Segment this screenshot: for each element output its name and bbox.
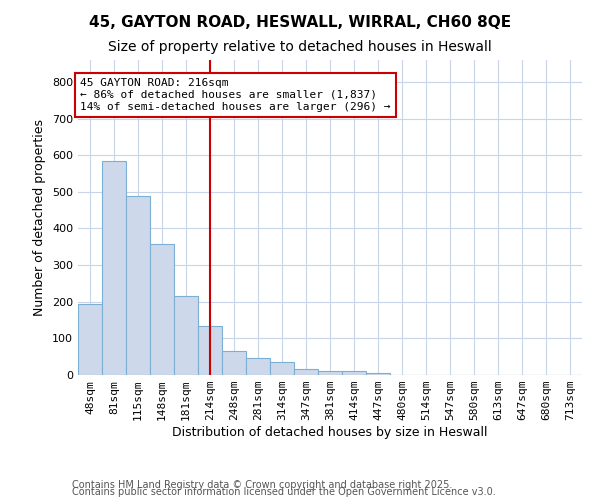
Bar — [174, 296, 198, 375]
Bar — [102, 160, 126, 375]
Bar — [366, 373, 390, 375]
Bar — [78, 304, 102, 375]
Y-axis label: Number of detached properties: Number of detached properties — [34, 119, 46, 316]
X-axis label: Distribution of detached houses by size in Heswall: Distribution of detached houses by size … — [172, 426, 488, 439]
Text: 45, GAYTON ROAD, HESWALL, WIRRAL, CH60 8QE: 45, GAYTON ROAD, HESWALL, WIRRAL, CH60 8… — [89, 15, 511, 30]
Bar — [318, 371, 342, 375]
Bar — [294, 369, 318, 375]
Bar — [246, 358, 270, 375]
Bar — [150, 244, 174, 375]
Text: Size of property relative to detached houses in Heswall: Size of property relative to detached ho… — [108, 40, 492, 54]
Text: Contains public sector information licensed under the Open Government Licence v3: Contains public sector information licen… — [72, 487, 496, 497]
Bar — [342, 370, 366, 375]
Bar — [198, 326, 222, 375]
Text: Contains HM Land Registry data © Crown copyright and database right 2025.: Contains HM Land Registry data © Crown c… — [72, 480, 452, 490]
Bar — [126, 196, 150, 375]
Text: 45 GAYTON ROAD: 216sqm
← 86% of detached houses are smaller (1,837)
14% of semi-: 45 GAYTON ROAD: 216sqm ← 86% of detached… — [80, 78, 391, 112]
Bar — [270, 362, 294, 375]
Bar — [222, 351, 246, 375]
